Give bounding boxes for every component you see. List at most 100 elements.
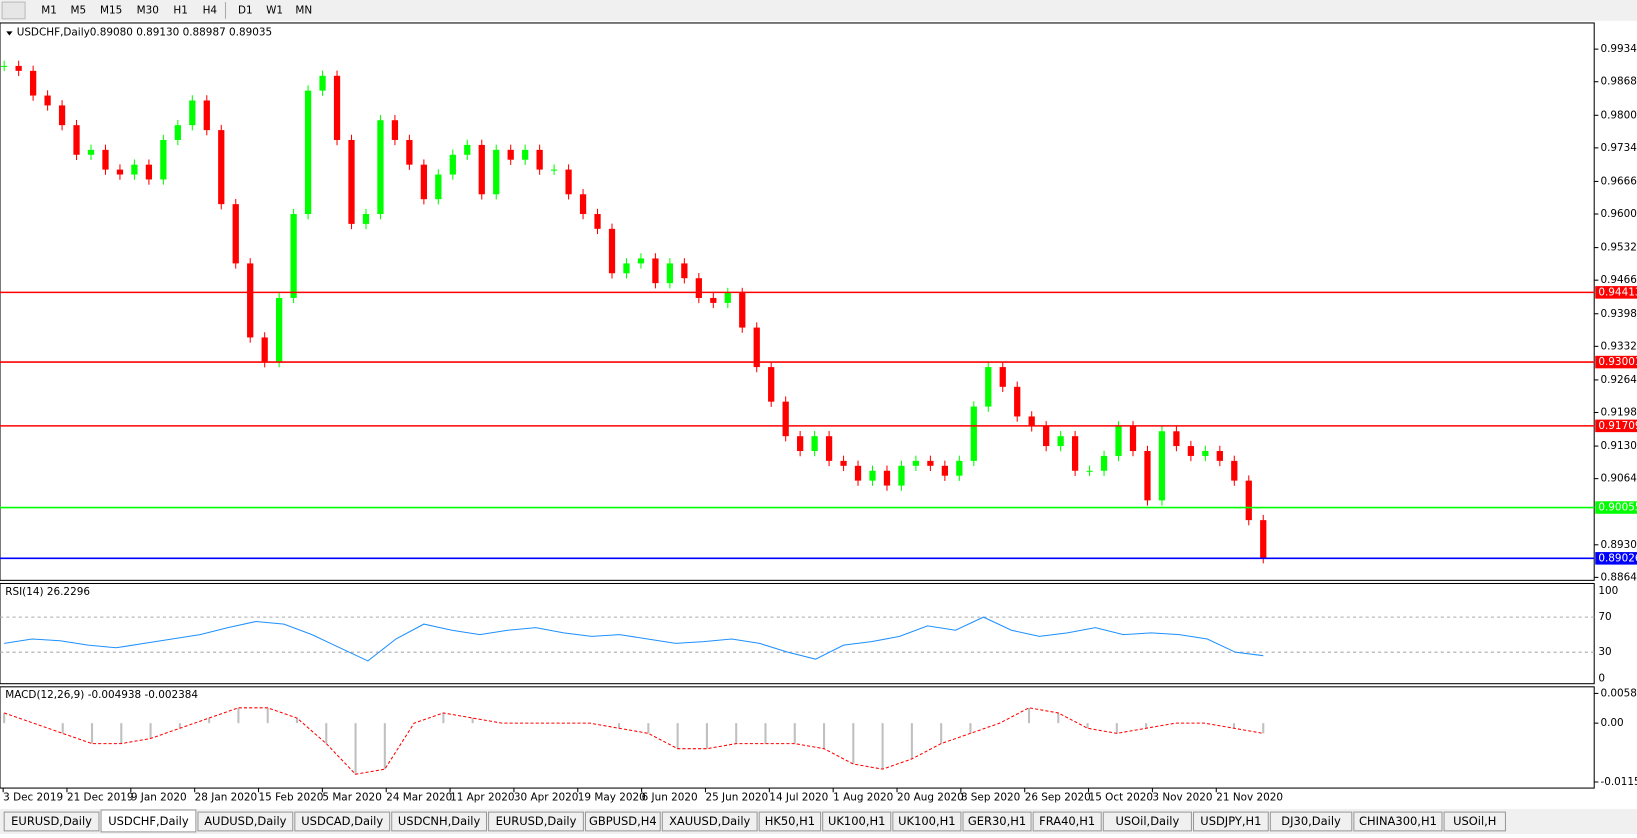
timeframe-label[interactable]: D1: [238, 4, 253, 16]
candle: [73, 125, 80, 155]
tab[interactable]: [3, 811, 100, 832]
timeframe-button[interactable]: [231, 2, 259, 19]
menu-arrow: [6, 31, 13, 36]
toolbar: [0, 0, 1637, 21]
level-label: 0.91709: [1598, 420, 1637, 432]
tab-label[interactable]: GER30,H1: [968, 814, 1026, 828]
rsi-label: RSI(14) 26.2296: [5, 586, 90, 598]
candle: [247, 263, 254, 338]
candle: [464, 144, 471, 155]
candle: [406, 139, 413, 165]
tab-label[interactable]: AUDUSD,Daily: [204, 814, 286, 828]
tab-label[interactable]: FRA40,H1: [1039, 814, 1095, 828]
tab-label[interactable]: USOil,H: [1453, 814, 1496, 828]
timeframe-label[interactable]: H1: [173, 4, 187, 16]
tab-label[interactable]: USOil,Daily: [1115, 814, 1179, 828]
candle: [985, 367, 992, 407]
tab[interactable]: [661, 811, 758, 832]
candle: [1202, 451, 1209, 456]
tab[interactable]: [584, 811, 661, 832]
timeframe-label[interactable]: M15: [100, 4, 122, 16]
candle: [218, 130, 225, 205]
tab[interactable]: [962, 811, 1032, 832]
timeframe-button[interactable]: [35, 2, 63, 19]
timeframe-button[interactable]: [64, 2, 92, 19]
candle: [565, 169, 572, 195]
tab[interactable]: [1443, 811, 1506, 832]
timeframe-button[interactable]: [167, 2, 195, 19]
timeframe-label[interactable]: W1: [266, 4, 283, 16]
candle: [1086, 470, 1093, 472]
date-label: 5 Mar 2020: [322, 791, 381, 803]
tab-label[interactable]: USDJPY,H1: [1200, 814, 1261, 828]
tab[interactable]: [391, 811, 488, 832]
candle: [1100, 455, 1108, 471]
tab-label[interactable]: UK100,H1: [898, 814, 955, 828]
tab-label[interactable]: EURUSD,Daily: [11, 814, 92, 828]
date-label: 8 Sep 2020: [961, 791, 1020, 803]
tab[interactable]: [758, 811, 822, 832]
candle: [1216, 451, 1223, 461]
candle: [768, 367, 775, 402]
candle: [912, 460, 920, 466]
tab[interactable]: [1192, 811, 1269, 832]
tab-label[interactable]: USDCHF,Daily: [108, 814, 189, 828]
candle: [203, 100, 210, 131]
candle: [449, 154, 456, 175]
tab[interactable]: [1269, 811, 1353, 832]
tab-label[interactable]: GBPUSD,H4: [589, 814, 657, 828]
rsi-tick: 0: [1598, 672, 1605, 684]
timeframe-label[interactable]: MN: [295, 4, 312, 16]
tab-label[interactable]: XAUUSD,Daily: [669, 814, 750, 828]
tab-label[interactable]: USDCNH,Daily: [398, 814, 481, 828]
date-label: 11 Apr 2020: [450, 791, 514, 803]
active-tab[interactable]: [100, 809, 197, 833]
candle: [116, 169, 124, 175]
tab[interactable]: [197, 811, 294, 832]
tab[interactable]: [294, 811, 391, 832]
candle: [956, 460, 963, 476]
candle: [1245, 480, 1252, 521]
timeframe-label[interactable]: M1: [41, 4, 57, 16]
timeframe-button[interactable]: [93, 2, 129, 19]
tab-label[interactable]: UK100,H1: [828, 814, 885, 828]
candle: [1, 65, 8, 67]
tab-label[interactable]: EURUSD,Daily: [496, 814, 577, 828]
timeframe-label[interactable]: M5: [70, 4, 86, 16]
tab[interactable]: [488, 811, 584, 832]
candle: [493, 149, 500, 195]
candle: [87, 149, 95, 155]
date-label: 1 Aug 2020: [833, 791, 893, 803]
candle: [189, 100, 196, 126]
timeframe-button[interactable]: [130, 2, 165, 19]
timeframe-button[interactable]: [196, 2, 224, 19]
candle: [1014, 386, 1021, 417]
timeframe-button[interactable]: [261, 2, 289, 19]
timeframe-label[interactable]: M30: [137, 4, 159, 16]
date-label: 28 Jan 2020: [195, 791, 257, 803]
tab[interactable]: [1353, 811, 1443, 832]
candle: [1043, 426, 1050, 447]
candle: [420, 164, 427, 200]
date-label: 15 Feb 2020: [259, 791, 324, 803]
tab[interactable]: [892, 811, 962, 832]
timeframe-button[interactable]: [290, 2, 318, 19]
timeframe-label[interactable]: H4: [203, 4, 218, 16]
tab[interactable]: [1032, 811, 1102, 832]
tab-label[interactable]: USDCAD,Daily: [301, 814, 383, 828]
candle: [695, 278, 702, 298]
tab[interactable]: [1102, 811, 1192, 832]
tab-label[interactable]: CHINA300,H1: [1359, 814, 1437, 828]
candle: [304, 90, 312, 215]
candle: [1173, 431, 1180, 447]
tab[interactable]: [822, 811, 892, 832]
tab-label[interactable]: HK50,H1: [765, 814, 815, 828]
rsi-tick: 70: [1598, 611, 1611, 623]
tab-label[interactable]: DJ30,Daily: [1281, 814, 1341, 828]
